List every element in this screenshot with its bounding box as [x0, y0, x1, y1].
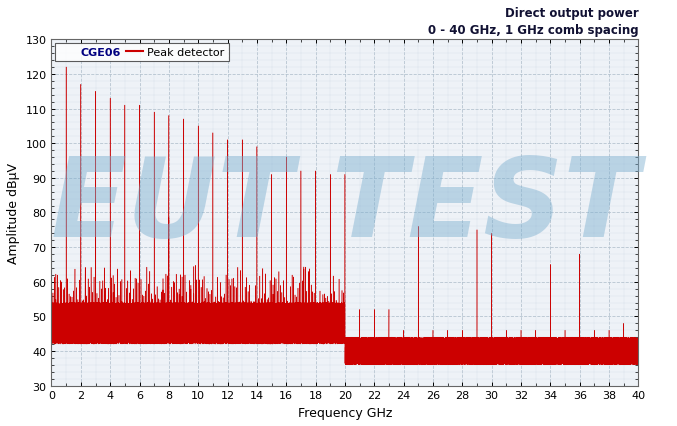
Text: Direct output power
0 - 40 GHz, 1 GHz comb spacing: Direct output power 0 - 40 GHz, 1 GHz co…	[428, 7, 638, 37]
Legend: CGE06, Peak detector: CGE06, Peak detector	[55, 43, 229, 62]
Y-axis label: Amplitude dBµV: Amplitude dBµV	[7, 163, 20, 263]
X-axis label: Frequency GHz: Frequency GHz	[298, 406, 392, 419]
Text: EUT TEST: EUT TEST	[51, 153, 639, 259]
